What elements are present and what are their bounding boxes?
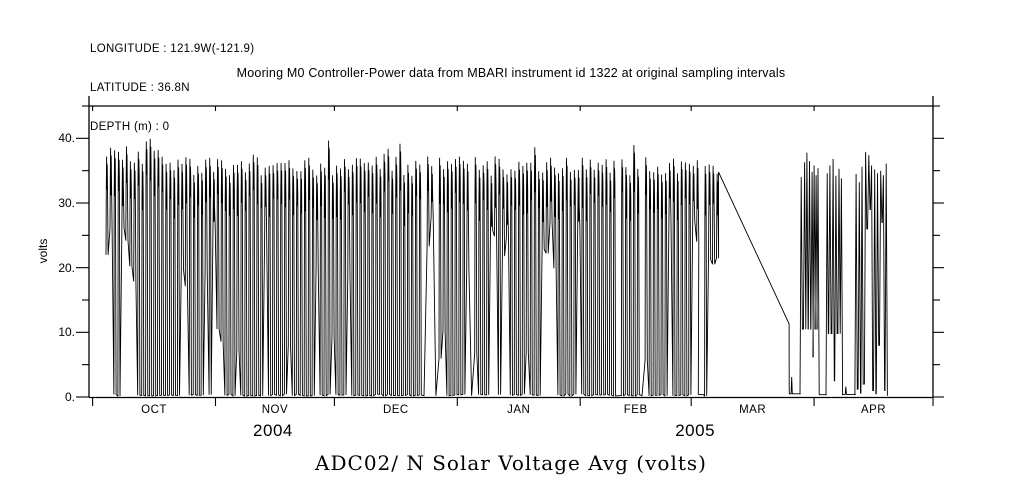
y-tick-label: 10. bbox=[58, 325, 75, 340]
x-tick-label-month: DEC bbox=[382, 404, 409, 416]
series-line bbox=[105, 138, 888, 397]
x-tick-label-month: MAR bbox=[739, 404, 767, 416]
plot-title: Mooring M0 Controller-Power data from MB… bbox=[236, 66, 786, 80]
header-latitude: LATITUDE : 36.8N bbox=[90, 82, 190, 94]
y-axis-label: volts bbox=[36, 238, 50, 264]
x-tick-label-month: APR bbox=[860, 404, 887, 416]
y-tick-label: 20. bbox=[58, 260, 75, 275]
header-longitude: LONGITUDE : 121.9W(-121.9) bbox=[90, 43, 255, 55]
y-tick-label: 30. bbox=[58, 196, 75, 210]
y-tick-label: 0. bbox=[64, 390, 75, 404]
x-tick-label-year: 2004 bbox=[253, 421, 293, 440]
x-tick-label-month: NOV bbox=[261, 404, 289, 416]
header-block: LONGITUDE : 121.9W(-121.9) LATITUDE : 36… bbox=[90, 17, 254, 160]
axis-ticks bbox=[76, 105, 944, 406]
x-tick-label-year: 2005 bbox=[675, 421, 716, 440]
header-depth: DEPTH (m) : 0 bbox=[90, 121, 170, 133]
x-tick-label-month: OCT bbox=[141, 404, 167, 416]
bottom-caption: ADC02/ N Solar Voltage Avg (volts) bbox=[315, 451, 707, 475]
x-tick-label-month: FEB bbox=[623, 404, 648, 416]
x-tick-label-month: JAN bbox=[507, 404, 531, 416]
y-tick-label: 40. bbox=[58, 131, 75, 146]
plot-frame bbox=[88, 96, 934, 399]
